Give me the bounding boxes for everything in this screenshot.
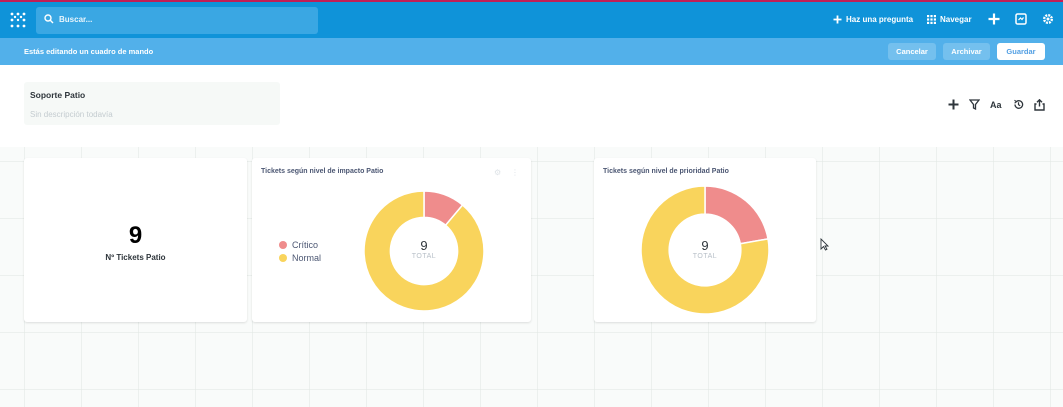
priority-total-value: 9	[701, 238, 709, 253]
impact-donut-center: 9 TOTAL	[398, 238, 450, 260]
legend-item-normal[interactable]: Normal	[279, 253, 321, 263]
grid-icon	[927, 15, 936, 24]
cancel-button[interactable]: Cancelar	[888, 43, 936, 60]
revision-history-icon[interactable]	[1013, 99, 1024, 110]
save-button[interactable]: Guardar	[997, 43, 1045, 60]
legend-item-critico[interactable]: Crítico	[279, 240, 321, 250]
legend-label: Normal	[292, 253, 322, 263]
card-more-icon[interactable]: ⋮	[511, 168, 519, 177]
scalar-value: 9	[128, 222, 143, 249]
priority-chart-title: Tickets según nivel de prioridad Patio	[603, 168, 729, 175]
edit-mode-bar: Estás editando un cuadro de mando Cancel…	[0, 38, 1063, 65]
new-plus-icon[interactable]	[988, 13, 1000, 25]
priority-total-label: TOTAL	[692, 253, 718, 260]
impact-chart-title: Tickets según nivel de impacto Patio	[261, 168, 384, 175]
top-nav-bar: Buscar... Haz una pregunta Navegar	[0, 0, 1063, 38]
search-input[interactable]: Buscar...	[59, 15, 93, 24]
dashboard-title-editor[interactable]: Soporte Patio Sin descripción todavía	[24, 82, 280, 125]
priority-donut-chart[interactable]	[639, 184, 771, 316]
dashboard-header: Soporte Patio Sin descripción todavía	[0, 65, 1063, 147]
activity-icon[interactable]	[1015, 13, 1027, 25]
browse-label: Navegar	[940, 15, 972, 24]
browse-button[interactable]: Navegar	[927, 15, 972, 24]
dashboard-title[interactable]: Soporte Patio	[30, 90, 86, 100]
add-card-icon[interactable]	[948, 99, 959, 110]
legend-label: Crítico	[292, 240, 319, 250]
scalar-card[interactable]: 9 Nº Tickets Patio	[24, 158, 247, 322]
impact-chart-card[interactable]: Tickets según nivel de impacto Patio ⚙ ⋮…	[252, 158, 531, 322]
impact-legend: Crítico Normal	[279, 240, 321, 266]
impact-donut-chart[interactable]	[362, 189, 486, 313]
ask-question-button[interactable]: Haz una pregunta	[833, 15, 913, 24]
gear-icon[interactable]	[1042, 13, 1054, 25]
plus-icon	[833, 15, 842, 24]
filter-icon[interactable]	[969, 99, 980, 110]
add-text-button[interactable]: Aa	[990, 100, 1002, 110]
card-settings-icon[interactable]: ⚙	[494, 168, 502, 177]
dashboard-description-field[interactable]: Sin descripción todavía	[30, 110, 113, 119]
search-bar[interactable]: Buscar...	[36, 7, 318, 34]
legend-dot	[279, 254, 287, 262]
donut-slice-1[interactable]	[640, 185, 770, 315]
donut-slice-0[interactable]	[704, 185, 769, 245]
impact-total-label: TOTAL	[411, 253, 437, 260]
share-icon[interactable]	[1034, 99, 1045, 111]
scalar-label: Nº Tickets Patio	[105, 253, 166, 262]
mouse-cursor-icon	[820, 238, 829, 251]
app-logo-icon[interactable]	[10, 12, 26, 28]
impact-total-value: 9	[420, 238, 428, 253]
archive-button[interactable]: Archivar	[943, 43, 990, 60]
ask-question-label: Haz una pregunta	[846, 15, 914, 24]
donut-slice-1[interactable]	[363, 190, 485, 312]
priority-donut-center: 9 TOTAL	[679, 238, 731, 260]
legend-dot	[279, 241, 287, 249]
edit-mode-message: Estás editando un cuadro de mando	[24, 47, 154, 56]
search-icon	[44, 14, 54, 24]
priority-chart-card[interactable]: Tickets según nivel de prioridad Patio 9…	[594, 158, 816, 322]
